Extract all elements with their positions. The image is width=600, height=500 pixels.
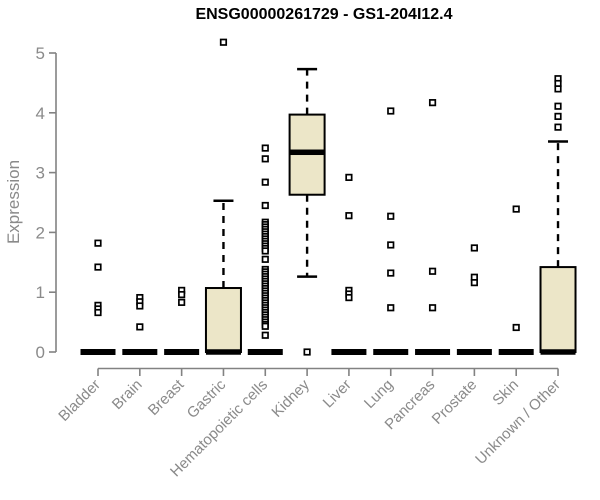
outlier-point [470, 244, 478, 252]
outlier-point [345, 173, 353, 181]
median-line [456, 349, 492, 355]
outlier-point [136, 302, 144, 310]
outlier-point [554, 123, 562, 131]
outlier-point [428, 304, 437, 312]
x-category-label: Skin [489, 376, 522, 409]
x-category-label: Kidney [268, 376, 313, 421]
outlier-point [261, 322, 269, 330]
x-category-label: Breast [145, 376, 188, 419]
outlier-point [261, 331, 269, 339]
y-tick-label: 3 [36, 164, 45, 183]
outlier-point [387, 107, 395, 115]
outlier-point [261, 178, 269, 186]
outlier-point [261, 201, 269, 210]
outlier-point [512, 205, 520, 213]
outlier-point [261, 255, 269, 263]
outlier-point [261, 144, 269, 152]
outlier-point [554, 102, 562, 110]
outlier-point [345, 212, 353, 220]
outlier-point [94, 308, 102, 317]
median-line [415, 349, 451, 355]
y-axis-label: Expression [4, 159, 23, 245]
y-tick-label: 2 [36, 223, 45, 242]
median-line [373, 349, 409, 355]
outlier-point [94, 263, 102, 271]
median-line [205, 349, 241, 355]
y-tick-label: 4 [36, 104, 45, 123]
x-category-label: Brain [109, 376, 146, 413]
median-line [247, 349, 283, 355]
median-line [331, 349, 367, 355]
box-unknown-other [539, 266, 577, 354]
outlier-point [261, 247, 269, 255]
x-category-label: Bladder [55, 376, 104, 425]
outlier-point [136, 323, 144, 331]
median-line [540, 349, 576, 355]
outlier-point [303, 348, 311, 356]
box-gastric [204, 287, 242, 354]
outlier-point [387, 241, 395, 249]
outlier-point [554, 85, 562, 93]
outlier-point [387, 212, 395, 220]
outlier-point [470, 279, 478, 287]
outlier-point [219, 38, 228, 46]
outlier-point [178, 290, 186, 299]
y-tick-label: 1 [36, 283, 45, 302]
outlier-point [512, 323, 520, 332]
x-category-label: Liver [320, 376, 355, 411]
x-category-label: Lung [361, 376, 397, 412]
y-tick-label: 5 [36, 44, 45, 63]
median-line [164, 349, 200, 355]
outlier-point [554, 112, 562, 120]
outlier-point [94, 239, 102, 247]
outlier-point [261, 155, 269, 163]
median-line [498, 349, 534, 355]
median-line [289, 149, 325, 156]
outlier-point [387, 304, 395, 312]
x-category-label: Prostate [429, 376, 481, 428]
median-line [122, 349, 158, 355]
y-tick-label: 0 [36, 343, 45, 362]
outlier-point [178, 298, 186, 306]
outlier-point [428, 99, 437, 107]
chart-title: ENSG00000261729 - GS1-204I12.4 [195, 6, 453, 23]
outlier-point [345, 293, 353, 302]
outlier-point [428, 267, 437, 275]
outlier-point [387, 269, 395, 277]
median-line [80, 349, 116, 355]
